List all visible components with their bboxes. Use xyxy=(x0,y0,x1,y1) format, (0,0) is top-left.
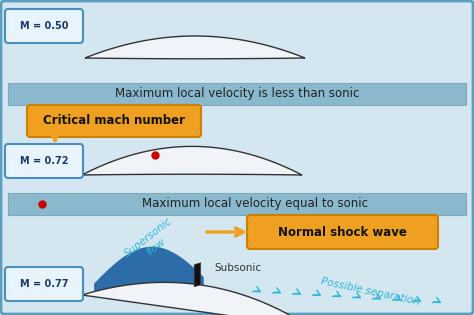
Polygon shape xyxy=(85,36,305,59)
FancyBboxPatch shape xyxy=(27,105,201,137)
FancyBboxPatch shape xyxy=(5,9,83,43)
FancyBboxPatch shape xyxy=(247,215,438,249)
Text: M = 0.50: M = 0.50 xyxy=(20,21,68,31)
Text: Possible separation: Possible separation xyxy=(319,277,420,307)
Text: M = 0.77: M = 0.77 xyxy=(20,279,68,289)
Text: Critical mach number: Critical mach number xyxy=(43,114,185,128)
Polygon shape xyxy=(94,247,204,292)
Polygon shape xyxy=(82,146,302,175)
Text: Supersonic
flow: Supersonic flow xyxy=(123,216,181,268)
Text: Maximum local velocity equal to sonic: Maximum local velocity equal to sonic xyxy=(142,198,368,210)
Text: Normal shock wave: Normal shock wave xyxy=(278,226,406,238)
FancyBboxPatch shape xyxy=(8,193,466,215)
Text: Maximum local velocity is less than sonic: Maximum local velocity is less than soni… xyxy=(115,88,359,100)
FancyBboxPatch shape xyxy=(5,267,83,301)
FancyBboxPatch shape xyxy=(5,144,83,178)
Polygon shape xyxy=(194,263,201,287)
Text: Subsonic: Subsonic xyxy=(214,263,261,273)
FancyBboxPatch shape xyxy=(8,83,466,105)
Polygon shape xyxy=(82,282,310,315)
Text: M = 0.72: M = 0.72 xyxy=(20,156,68,166)
